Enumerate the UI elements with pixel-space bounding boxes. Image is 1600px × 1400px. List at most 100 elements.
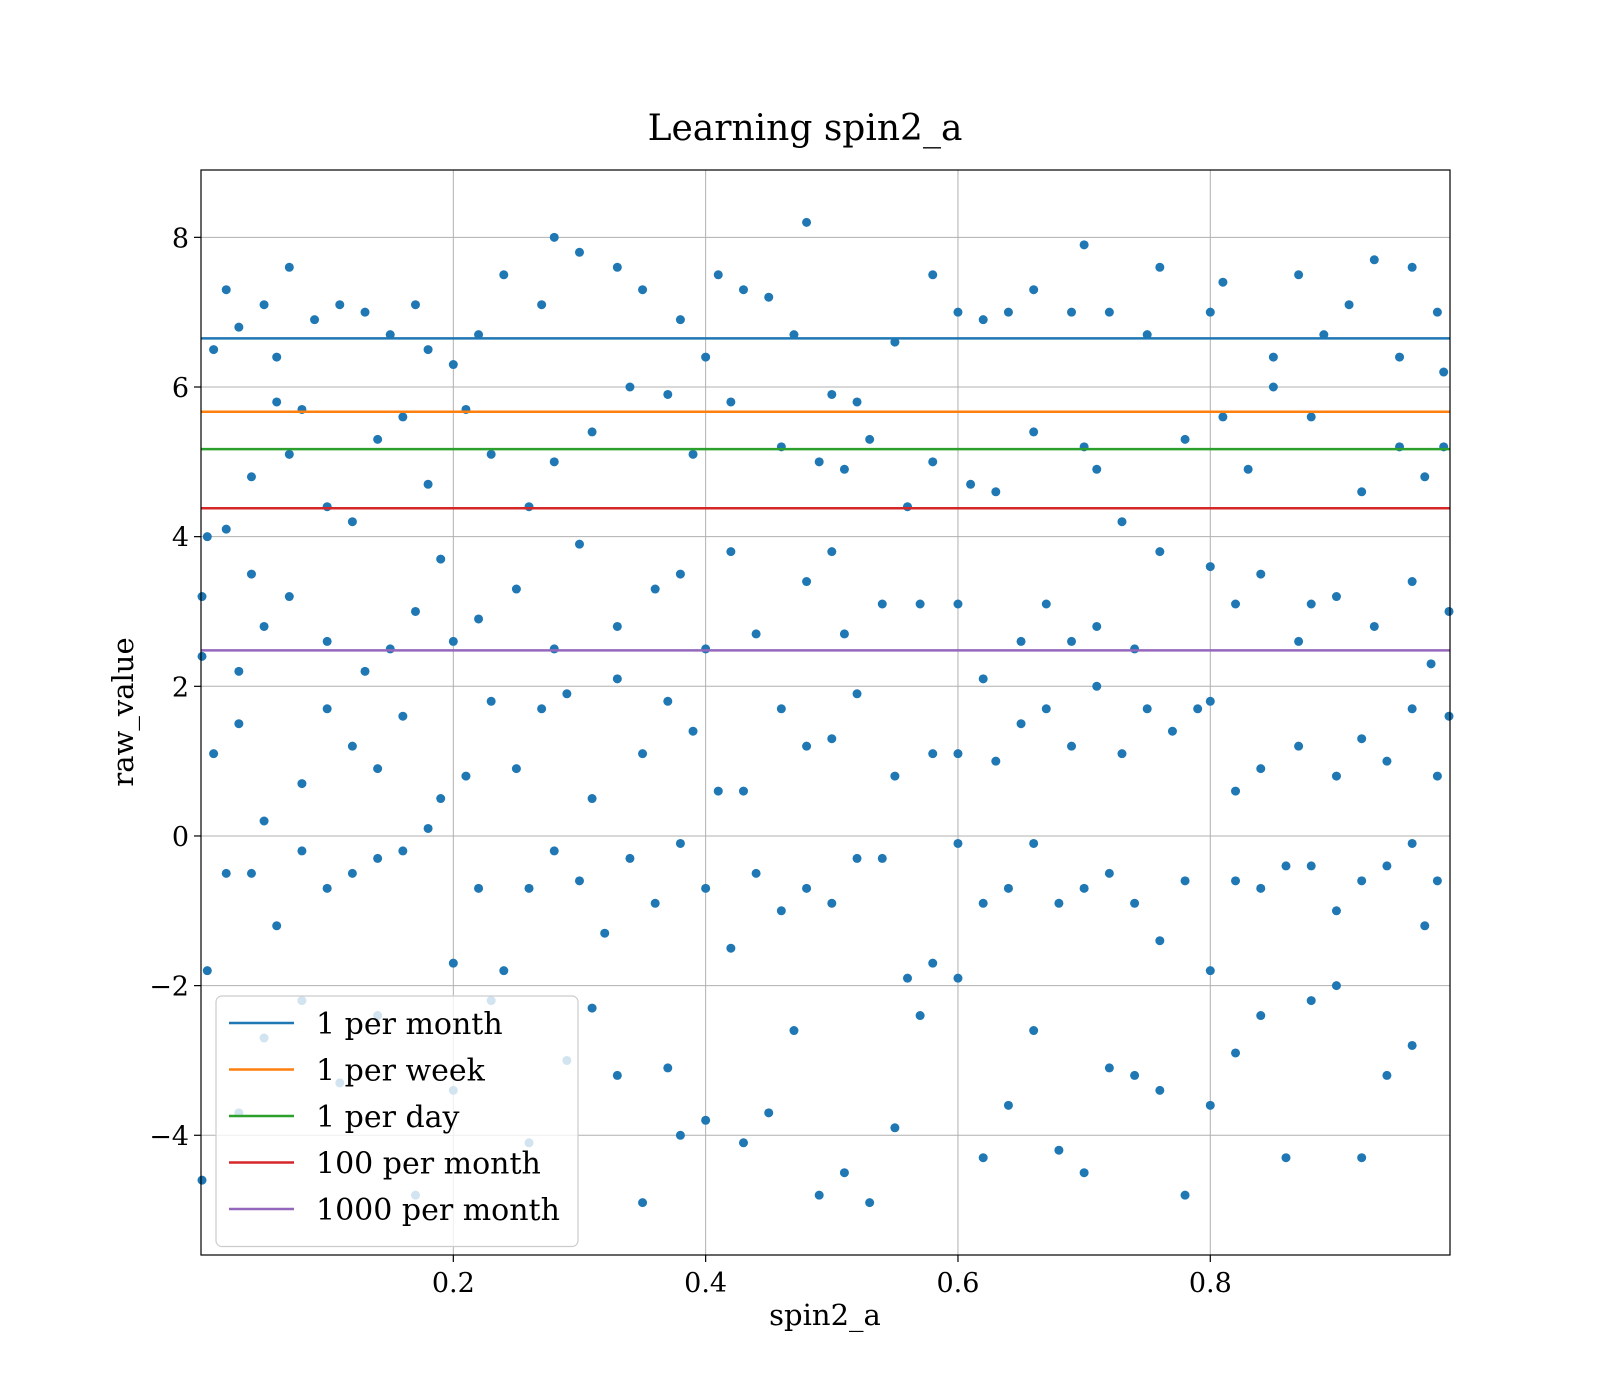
scatter-point: [839, 1168, 849, 1178]
y-axis-label: raw_value: [106, 637, 141, 786]
scatter-point: [322, 704, 332, 714]
scatter-point: [1193, 704, 1203, 714]
scatter-point: [675, 315, 685, 325]
scatter-point: [1432, 771, 1442, 781]
scatter-point: [991, 487, 1001, 497]
scatter-point: [423, 345, 433, 355]
scatter-point: [1029, 285, 1039, 295]
scatter-point: [587, 1003, 597, 1013]
scatter-point: [1003, 883, 1013, 893]
scatter-point: [448, 360, 458, 370]
scatter-point: [373, 434, 383, 444]
scatter-point: [347, 741, 357, 751]
scatter-point: [701, 883, 711, 893]
scatter-point: [1432, 876, 1442, 886]
scatter-point: [890, 337, 900, 347]
scatter-point: [234, 666, 244, 676]
scatter-point: [297, 779, 307, 789]
scatter-point: [1155, 547, 1165, 557]
y-tick-label: 0: [172, 822, 189, 853]
scatter-point: [650, 584, 660, 594]
scatter-point: [1067, 741, 1077, 751]
scatter-point: [1117, 749, 1127, 759]
scatter-point: [347, 517, 357, 527]
scatter-point: [410, 300, 420, 310]
scatter-point: [953, 838, 963, 848]
scatter-point: [474, 614, 484, 624]
scatter-point: [259, 621, 269, 631]
scatter-point: [1231, 599, 1241, 609]
scatter-point: [638, 1198, 648, 1208]
scatter-point: [612, 621, 622, 631]
scatter-point: [852, 853, 862, 863]
scatter-point: [1407, 1040, 1417, 1050]
scatter-point: [1205, 307, 1215, 317]
scatter-point: [1256, 883, 1266, 893]
scatter-point: [1294, 741, 1304, 751]
chart-title: Learning spin2_a: [648, 108, 963, 149]
scatter-point: [890, 771, 900, 781]
scatter-point: [953, 307, 963, 317]
scatter-point: [385, 644, 395, 654]
scatter-point: [1067, 307, 1077, 317]
scatter-point: [197, 1175, 207, 1185]
y-tick-label: −2: [149, 972, 189, 1003]
scatter-point: [587, 427, 597, 437]
y-tick-label: 4: [172, 523, 189, 554]
x-tick-label: 0.8: [1189, 1268, 1232, 1299]
scatter-point: [1205, 696, 1215, 706]
scatter-point: [802, 741, 812, 751]
scatter-point: [284, 592, 294, 602]
scatter-point: [448, 958, 458, 968]
scatter-point: [827, 547, 837, 557]
scatter-point: [562, 689, 572, 699]
scatter-point: [474, 330, 484, 340]
scatter-point: [675, 838, 685, 848]
scatter-point: [966, 479, 976, 489]
scatter-point: [701, 644, 711, 654]
scatter-point: [398, 412, 408, 422]
scatter-point: [1092, 621, 1102, 631]
scatter-point: [1426, 659, 1436, 669]
scatter-point: [360, 666, 370, 676]
scatter-point: [1003, 307, 1013, 317]
scatter-point: [1281, 861, 1291, 871]
scatter-point: [272, 921, 282, 931]
scatter-point: [537, 300, 547, 310]
x-tick-label: 0.6: [936, 1268, 979, 1299]
scatter-point: [1306, 412, 1316, 422]
scatter-point: [209, 749, 219, 759]
scatter-point: [1155, 936, 1165, 946]
scatter-point: [802, 577, 812, 587]
scatter-point: [574, 247, 584, 257]
scatter-point: [612, 262, 622, 272]
scatter-point: [827, 389, 837, 399]
scatter-point: [1357, 734, 1367, 744]
scatter-point: [448, 636, 458, 646]
scatter-point: [877, 853, 887, 863]
scatter-point: [663, 1063, 673, 1073]
scatter-point: [1180, 876, 1190, 886]
scatter-point: [1180, 434, 1190, 444]
scatter-point: [802, 217, 812, 227]
scatter-point: [499, 270, 509, 280]
scatter-point: [272, 397, 282, 407]
scatter-point: [410, 606, 420, 616]
y-tick-label: 6: [172, 373, 189, 404]
scatter-point: [701, 352, 711, 362]
scatter-point: [373, 764, 383, 774]
scatter-point: [284, 449, 294, 459]
scatter-point: [423, 823, 433, 833]
scatter-point: [978, 315, 988, 325]
threshold-lines: [201, 337, 1450, 652]
legend-box: [215, 995, 579, 1248]
scatter-point: [915, 599, 925, 609]
scatter-point: [322, 636, 332, 646]
scatter-point: [297, 846, 307, 856]
scatter-point: [1079, 883, 1089, 893]
scatter-point: [1029, 1026, 1039, 1036]
scatter-point: [246, 472, 256, 482]
scatter-point: [499, 966, 509, 976]
scatter-point: [1130, 1070, 1140, 1080]
